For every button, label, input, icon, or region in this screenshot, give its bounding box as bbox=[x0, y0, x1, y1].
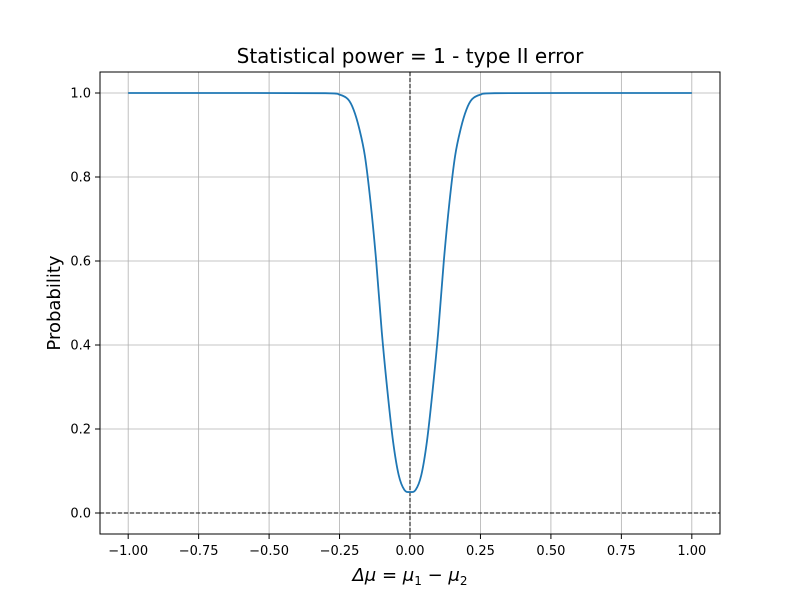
x-axis-label-minus: − μ bbox=[422, 565, 460, 586]
x-axis-label-sub1: 1 bbox=[414, 574, 422, 588]
x-tick-label: 0.50 bbox=[536, 544, 565, 559]
x-axis-label-prefix: Δμ = μ bbox=[350, 565, 414, 586]
series-layer bbox=[128, 92, 692, 493]
x-tick-label: 0.00 bbox=[396, 544, 425, 559]
x-tick-label: −1.00 bbox=[108, 544, 148, 559]
x-axis-label: Δμ = μ1 − μ2 bbox=[350, 565, 467, 588]
x-tick-label: −0.75 bbox=[179, 544, 219, 559]
y-tick-label: 0.6 bbox=[70, 255, 91, 270]
series-line-0 bbox=[128, 92, 692, 493]
x-tick-label: 1.00 bbox=[677, 544, 706, 559]
y-axis-ticks: 0.0 0.2 0.4 0.6 0.8 1.0 bbox=[70, 87, 100, 522]
x-axis-ticks: −1.00 −0.75 −0.50 −0.25 0.00 0.25 0.50 0.75 1.00 bbox=[108, 534, 706, 559]
x-tick-label: −0.25 bbox=[320, 544, 360, 559]
x-tick-label: 0.25 bbox=[466, 544, 495, 559]
y-tick-label: 1.0 bbox=[70, 87, 91, 102]
y-axis-label: Probability bbox=[44, 255, 65, 350]
y-tick-label: 0.2 bbox=[70, 423, 91, 438]
x-tick-label: 0.75 bbox=[607, 544, 636, 559]
chart-title: Statistical power = 1 - type II error bbox=[237, 44, 585, 68]
y-tick-label: 0.4 bbox=[70, 339, 91, 354]
y-tick-label: 0.0 bbox=[70, 507, 91, 522]
x-tick-label: −0.50 bbox=[249, 544, 289, 559]
reference-lines bbox=[100, 72, 720, 534]
x-axis-label-sub2: 2 bbox=[460, 574, 468, 588]
y-tick-label: 0.8 bbox=[70, 171, 91, 186]
